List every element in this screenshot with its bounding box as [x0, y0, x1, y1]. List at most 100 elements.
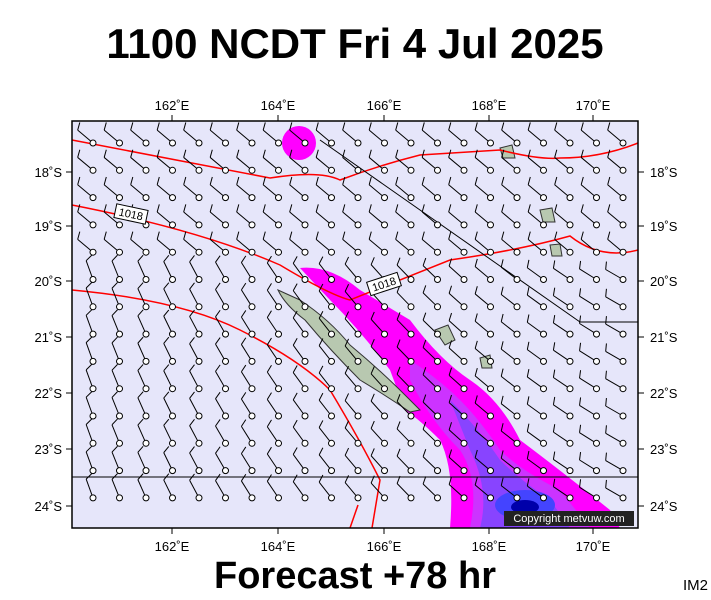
barb-flag [289, 204, 293, 213]
station [222, 194, 229, 202]
barb-flag [318, 392, 324, 401]
station [222, 467, 229, 475]
barb-flag [156, 204, 160, 213]
barb-flag [266, 474, 272, 482]
barb-flag [315, 204, 319, 213]
barb-flag [474, 449, 478, 458]
station [248, 221, 256, 229]
station [222, 139, 229, 147]
station [381, 385, 388, 393]
station [275, 494, 282, 502]
barb-flag [527, 149, 531, 158]
lat-label: 22˚S [35, 386, 63, 401]
station [248, 166, 256, 174]
barb-flag [422, 312, 427, 321]
station [301, 303, 309, 311]
station [593, 467, 600, 475]
lat-label: 19˚S [35, 219, 63, 234]
barb-flag [262, 122, 266, 131]
barb-flag [526, 314, 530, 323]
barb-flag [501, 231, 505, 240]
barb-flag [421, 231, 425, 240]
station [540, 139, 547, 147]
station [301, 139, 309, 147]
station [169, 303, 176, 311]
barb-flag [111, 445, 118, 453]
barb-flag [215, 364, 221, 372]
station [513, 248, 521, 256]
barb-flag [266, 365, 272, 373]
barb-flag [448, 122, 452, 131]
lat-label: 23˚S [650, 442, 678, 457]
station [593, 439, 600, 447]
barb-flag [448, 312, 453, 321]
station [593, 194, 600, 202]
station [619, 439, 627, 447]
barb-flag [552, 314, 556, 323]
station [513, 166, 521, 174]
barb-flag [318, 256, 324, 264]
barb-flag [85, 418, 93, 425]
station [619, 303, 627, 311]
station [248, 248, 256, 256]
station [222, 221, 229, 229]
station [116, 166, 123, 174]
barb-flag [318, 447, 324, 456]
lon-label: 166˚E [367, 539, 402, 554]
barb-flag [580, 122, 584, 131]
barb-flag [552, 287, 556, 296]
barb-flag [370, 393, 375, 402]
station [354, 276, 362, 283]
station [275, 139, 282, 147]
lon-label: 162˚E [155, 98, 190, 113]
barb-flag [189, 337, 195, 345]
barb-flag [315, 231, 319, 240]
station [619, 166, 627, 174]
lon-label: 162˚E [155, 539, 190, 554]
station [513, 494, 521, 502]
lat-label: 18˚S [650, 165, 678, 180]
barb-flag [137, 418, 144, 426]
station [513, 467, 521, 475]
station [169, 357, 176, 365]
barb-flag [370, 475, 375, 484]
barb-flag [607, 149, 611, 158]
barb-flag [240, 473, 247, 482]
barb-flag [344, 256, 350, 265]
station [275, 467, 282, 475]
lon-label: 164˚E [261, 539, 296, 554]
station [407, 194, 415, 202]
barb-flag [579, 479, 582, 488]
station [381, 166, 388, 174]
station [328, 467, 335, 475]
barb-flag [422, 421, 427, 430]
barb-flag [318, 283, 324, 292]
barb-flag [448, 231, 452, 240]
isobar-label: 1018 [118, 207, 144, 224]
barb-flag [448, 204, 452, 213]
station [328, 303, 335, 311]
station [460, 467, 468, 475]
barb-flag [240, 364, 247, 373]
station [328, 439, 335, 447]
barb-flag [500, 259, 504, 268]
lat-label: 18˚S [35, 165, 63, 180]
station [381, 412, 388, 420]
station [593, 357, 600, 365]
station [487, 467, 494, 475]
barb-flag [215, 255, 221, 263]
station [513, 194, 521, 202]
barb-flag [554, 231, 558, 240]
barb-flag [240, 255, 247, 263]
station [354, 494, 362, 502]
barb-flag [368, 149, 372, 158]
station [434, 139, 441, 147]
barb-flag [580, 149, 584, 158]
barb-flag [422, 285, 427, 294]
barb-flag [396, 312, 401, 320]
station [222, 330, 229, 338]
lon-label: 166˚E [367, 98, 402, 113]
station [248, 276, 256, 283]
barb-flag [500, 341, 504, 350]
wind-barbs [77, 122, 627, 502]
